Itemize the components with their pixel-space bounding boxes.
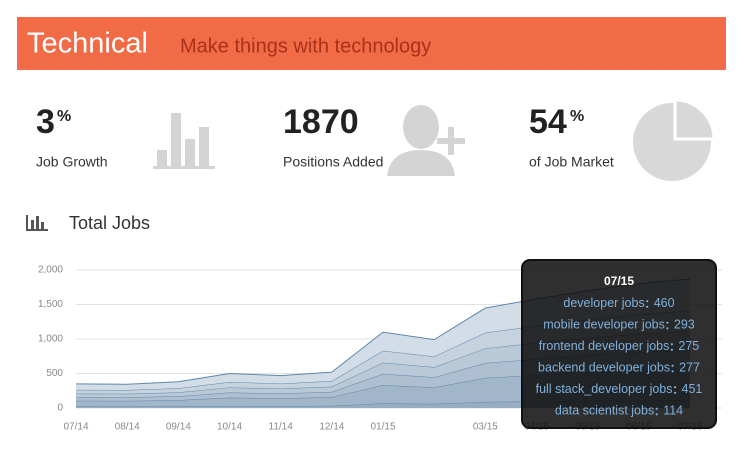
- tooltip-value: 114: [663, 404, 683, 418]
- separator-dot: [670, 343, 673, 346]
- separator-dot: [673, 386, 677, 389]
- x-tick-label: 08/14: [115, 422, 140, 433]
- tooltip-row: data scientist jobs 114: [555, 404, 683, 418]
- tooltip-series-name: mobile developer jobs: [543, 318, 665, 332]
- stat-value: 54: [529, 103, 567, 141]
- separator-dot: [666, 327, 669, 330]
- x-tick-label: 11/14: [269, 422, 294, 433]
- separator-dot: [670, 348, 673, 351]
- chart-icon: [26, 215, 48, 231]
- header-title: Technical: [27, 28, 148, 60]
- x-tick-label: 07/14: [63, 422, 88, 433]
- stat-label: of Job Market: [529, 154, 614, 170]
- separator-dot: [671, 370, 674, 373]
- pie-icon: [633, 98, 716, 181]
- tooltip-row: frontend developer jobs 275: [539, 339, 700, 353]
- stat-label: Job Growth: [36, 154, 108, 170]
- x-tick-label: 09/14: [166, 422, 191, 433]
- separator-dot: [646, 300, 649, 303]
- tooltip-value: 277: [679, 361, 700, 375]
- tooltip-row: full stack_developer jobs 451: [536, 382, 703, 396]
- y-tick-label: 2,000: [38, 265, 63, 276]
- tooltip-value: 275: [678, 339, 699, 353]
- y-tick-label: 0: [57, 403, 63, 414]
- x-tick-label: 01/15: [370, 422, 395, 433]
- tooltip-series-name: developer jobs: [563, 296, 644, 310]
- stat-unit: %: [57, 108, 71, 125]
- tooltip-value: 460: [654, 296, 675, 310]
- separator-dot: [666, 321, 669, 324]
- separator-dot: [655, 407, 658, 410]
- tooltip-series-name: frontend developer jobs: [539, 339, 670, 353]
- bar-icon: [153, 113, 215, 169]
- x-tick-label: 03/15: [473, 422, 498, 433]
- tooltip-series-name: data scientist jobs: [555, 404, 654, 418]
- stat-label: Positions Added: [283, 154, 383, 170]
- person-plus-icon: [387, 105, 465, 176]
- tooltip-series-name: backend developer jobs: [538, 361, 670, 375]
- separator-dot: [671, 364, 674, 367]
- x-tick-label: 12/14: [319, 422, 344, 433]
- chart-title: Total Jobs: [69, 213, 150, 233]
- y-tick-label: 500: [46, 368, 63, 379]
- tooltip-series-name: full stack_developer jobs: [536, 382, 673, 396]
- tooltip-row: mobile developer jobs 293: [543, 318, 695, 332]
- separator-dot: [673, 391, 677, 394]
- x-tick-label: 10/14: [217, 422, 242, 433]
- tooltip-row: developer jobs 460: [563, 296, 674, 310]
- tooltip-value: 451: [682, 382, 703, 396]
- tooltip-box: [521, 259, 717, 429]
- tooltip-value: 293: [674, 318, 695, 332]
- tooltip-title: 07/15: [604, 274, 634, 288]
- y-tick-label: 1,000: [38, 334, 63, 345]
- header-subtitle: Make things with technology: [180, 35, 431, 57]
- separator-dot: [646, 305, 649, 308]
- y-tick-label: 1,500: [38, 299, 63, 310]
- stat-value: 3: [36, 103, 55, 141]
- tooltip: 07/15 developer jobs 460 mobile developer j…: [521, 259, 717, 429]
- stat-unit: %: [570, 108, 584, 125]
- header-bar: [17, 17, 726, 70]
- separator-dot: [655, 413, 658, 416]
- tooltip-row: backend developer jobs 277: [538, 361, 700, 375]
- stat-value: 1870: [283, 103, 359, 141]
